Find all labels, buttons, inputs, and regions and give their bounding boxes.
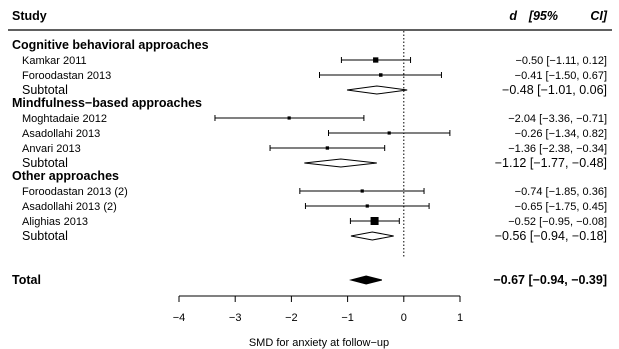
effect-square [370,217,379,225]
x-axis: −4 −3 −2 −1 0 1 [173,295,463,324]
header-ci-open: [95% [528,9,558,23]
group-label: Cognitive behavioral approaches [12,38,209,52]
group-label: Mindfulness−based approaches [12,96,202,110]
effect-square [387,131,391,135]
group-label: Other approaches [12,169,119,183]
x-tick-label: −1 [341,312,354,324]
x-tick-label: 0 [401,312,407,324]
x-tick-label: −3 [229,312,242,324]
subtotal-label: Subtotal [22,83,68,97]
x-tick-label: 1 [457,312,463,324]
subtotal-ci-text: −0.56 [−0.94, −0.18] [495,229,607,243]
study-label: Moghtadaie 2012 [22,113,107,125]
study-rows: Cognitive behavioral approaches Kamkar 20… [12,38,607,287]
subtotal-diamond [346,85,408,95]
x-tick-label: −2 [285,312,298,324]
study-ci-text: −0.50 [−1.11, 0.12] [515,55,607,67]
study-ci-text: −0.74 [−1.85, 0.36] [515,186,607,198]
effect-square [360,189,364,193]
study-label: Asadollahi 2013 (2) [22,201,117,213]
subtotal-ci-text: −1.12 [−1.77, −0.48] [495,156,607,170]
subtotal-label: Subtotal [22,229,68,243]
effect-square [325,146,330,150]
subtotal-label: Subtotal [22,156,68,170]
header-study: Study [12,9,47,23]
effect-square [379,73,383,77]
study-label: Asadollahi 2013 [22,128,100,140]
study-label: Anvari 2013 [22,143,81,155]
study-ci-text: −0.41 [−1.50, 0.67] [515,70,607,82]
subtotal-diamond [350,231,394,241]
x-axis-label: SMD for anxiety at follow−up [249,337,389,349]
total-label: Total [12,273,41,287]
subtotal-ci-text: −0.48 [−1.01, 0.06] [502,83,607,97]
total-ci-text: −0.67 [−0.94, −0.39] [493,273,607,287]
total-diamond [349,275,383,285]
effect-square [373,57,379,63]
table-header: Study d [95% CI] [12,9,608,23]
effect-square [287,116,291,120]
study-label: Kamkar 2011 [22,55,87,67]
study-ci-text: −1.36 [−2.38, −0.34] [508,143,607,155]
study-ci-text: −0.52 [−0.95, −0.08] [508,216,607,228]
header-ci-close: CI] [590,9,608,23]
study-label: Foroodastan 2013 (2) [22,186,128,198]
study-label: Alighias 2013 [22,216,88,228]
study-ci-text: −0.26 [−1.34, 0.82] [515,128,607,140]
x-tick-label: −4 [173,312,186,324]
header-effect: d [509,9,517,23]
study-ci-text: −2.04 [−3.36, −0.71] [508,113,607,125]
subtotal-diamond [304,158,377,168]
study-label: Foroodastan 2013 [22,70,111,82]
effect-square [365,204,369,208]
study-ci-text: −0.65 [−1.75, 0.45] [515,201,607,213]
